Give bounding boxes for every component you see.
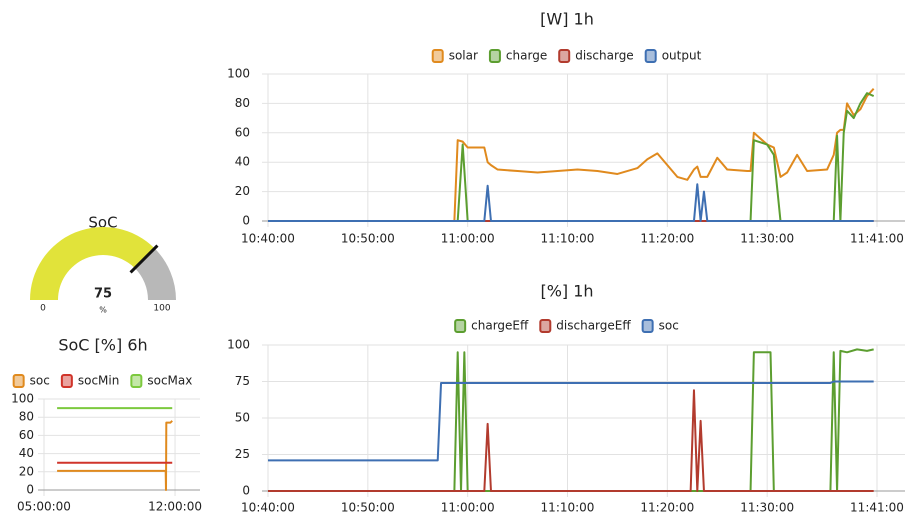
gauge-value-arc xyxy=(30,227,155,300)
x-tick-label: 11:30:00 xyxy=(740,232,794,246)
legend-swatch xyxy=(130,374,143,388)
y-tick-label: 100 xyxy=(227,67,250,81)
legend-swatch xyxy=(12,374,25,388)
x-tick-label: 11:41:00 xyxy=(850,501,904,515)
x-tick-label: 11:10:00 xyxy=(541,232,595,246)
gauge-min: 0 xyxy=(40,304,46,314)
y-tick-label: 40 xyxy=(235,155,250,169)
gauge-needle xyxy=(129,244,159,274)
x-tick-label: 11:20:00 xyxy=(640,501,694,515)
legend-label: dischargeEff xyxy=(556,319,631,333)
y-tick-label: 80 xyxy=(235,96,250,110)
series-line xyxy=(57,420,173,491)
gauge-value: 75 xyxy=(94,287,112,302)
legend-label: socMin xyxy=(78,374,119,388)
legend-swatch xyxy=(431,49,444,63)
legend-swatch xyxy=(454,319,467,333)
y-tick-label: 0 xyxy=(242,484,250,498)
legend-swatch xyxy=(60,374,73,388)
legend-label: soc xyxy=(659,319,679,333)
y-tick-label: 75 xyxy=(235,374,250,388)
x-tick-label: 10:40:00 xyxy=(241,501,295,515)
x-tick-label: 10:50:00 xyxy=(341,501,395,515)
gauge-track xyxy=(134,248,176,300)
chart-title: [W] 1h xyxy=(540,10,594,29)
legend-swatch xyxy=(488,49,501,63)
legend-swatch xyxy=(644,49,657,63)
y-tick-label: 80 xyxy=(19,410,34,424)
y-tick-label: 60 xyxy=(19,428,34,442)
gauge-title: SoC xyxy=(88,214,117,232)
legend: solar charge discharge output xyxy=(431,49,702,63)
y-tick-label: 100 xyxy=(227,338,250,352)
legend: soc socMin socMax xyxy=(12,374,192,388)
x-tick-label: 05:00:00 xyxy=(17,500,71,514)
gauge-unit: % xyxy=(99,306,107,315)
x-tick-label: 11:10:00 xyxy=(541,501,595,515)
series-line xyxy=(268,348,874,492)
y-tick-label: 0 xyxy=(242,214,250,228)
y-tick-label: 20 xyxy=(19,464,34,478)
chart-title: [%] 1h xyxy=(540,282,593,301)
series-line xyxy=(268,88,875,222)
x-tick-label: 11:00:00 xyxy=(441,501,495,515)
legend-swatch xyxy=(539,319,552,333)
series-line xyxy=(268,183,874,222)
y-tick-label: 50 xyxy=(235,411,250,425)
y-tick-label: 20 xyxy=(235,184,250,198)
x-tick-label: 11:20:00 xyxy=(640,232,694,246)
x-tick-label: 12:00:00 xyxy=(148,500,202,514)
legend-swatch xyxy=(641,319,654,333)
legend-label: discharge xyxy=(575,49,633,63)
chart-title: SoC [%] 6h xyxy=(58,336,147,355)
series-line xyxy=(268,380,874,462)
y-tick-label: 100 xyxy=(11,392,34,406)
y-tick-label: 40 xyxy=(19,446,34,460)
legend-label: soc xyxy=(30,374,50,388)
gauge-max: 100 xyxy=(153,304,170,314)
legend-swatch xyxy=(558,49,571,63)
x-tick-label: 11:00:00 xyxy=(441,232,495,246)
x-tick-label: 10:50:00 xyxy=(341,232,395,246)
y-tick-label: 60 xyxy=(235,125,250,139)
x-tick-label: 11:41:00 xyxy=(850,232,904,246)
series-line xyxy=(268,92,875,222)
legend: chargeEff dischargeEff soc xyxy=(454,319,679,333)
legend-label: charge xyxy=(506,49,547,63)
y-tick-label: 25 xyxy=(235,447,250,461)
y-tick-label: 0 xyxy=(26,483,34,497)
legend-label: solar xyxy=(449,49,478,63)
legend-label: socMax xyxy=(147,374,192,388)
legend-label: chargeEff xyxy=(471,319,529,333)
x-tick-label: 10:40:00 xyxy=(241,232,295,246)
x-tick-label: 11:30:00 xyxy=(740,501,794,515)
legend-label: output xyxy=(662,49,702,63)
series-line xyxy=(268,389,874,492)
